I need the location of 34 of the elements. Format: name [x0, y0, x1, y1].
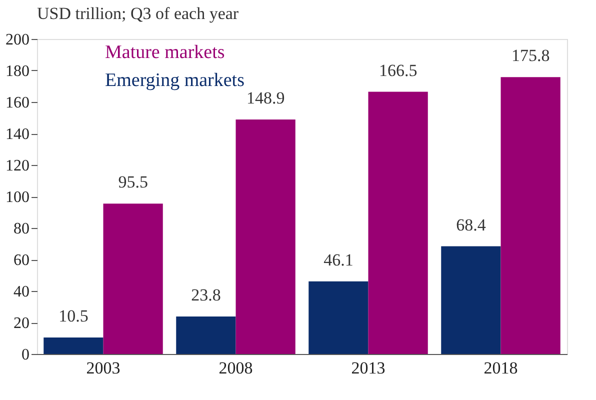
data-label: 68.4: [456, 215, 486, 234]
data-label: 23.8: [191, 286, 221, 305]
x-tick-label: 2008: [218, 358, 253, 378]
data-label: 10.5: [58, 306, 88, 326]
y-tick-label: 140: [6, 126, 30, 143]
bar: [236, 119, 296, 354]
text: Mature markets: [105, 42, 225, 63]
bar: [500, 77, 560, 354]
data-label: 148.9: [246, 88, 285, 108]
y-tick-label: 160: [6, 94, 30, 112]
x-tick-label: 2013: [351, 358, 386, 378]
bar: [308, 281, 368, 354]
bar: [103, 204, 163, 354]
data-label: 95.5: [118, 172, 148, 192]
bar: [368, 92, 428, 354]
data-label: 175.8: [511, 46, 550, 66]
y-tick-label: 60: [14, 252, 30, 269]
y-tick-label: 40: [14, 284, 30, 300]
chart-title: USD trillion; Q3 of each year: [37, 4, 239, 23]
y-tick-label: 0: [22, 346, 30, 364]
y-tick-label: 200: [6, 32, 30, 48]
x-tick-label: 2018: [484, 358, 518, 378]
data-label: 46.1: [324, 250, 354, 270]
data-label: 166.5: [378, 60, 418, 80]
x-tick-label: 2003: [86, 358, 120, 378]
y-tick-label: 100: [6, 189, 30, 206]
bar: [176, 316, 236, 354]
bar: [44, 337, 104, 354]
y-tick-label: 120: [6, 158, 30, 174]
y-tick-label: 20: [14, 315, 30, 332]
text: Emerging markets: [105, 70, 244, 91]
y-tick-label: 180: [6, 63, 30, 80]
y-tick-label: 80: [14, 220, 30, 238]
bar: [441, 246, 501, 354]
